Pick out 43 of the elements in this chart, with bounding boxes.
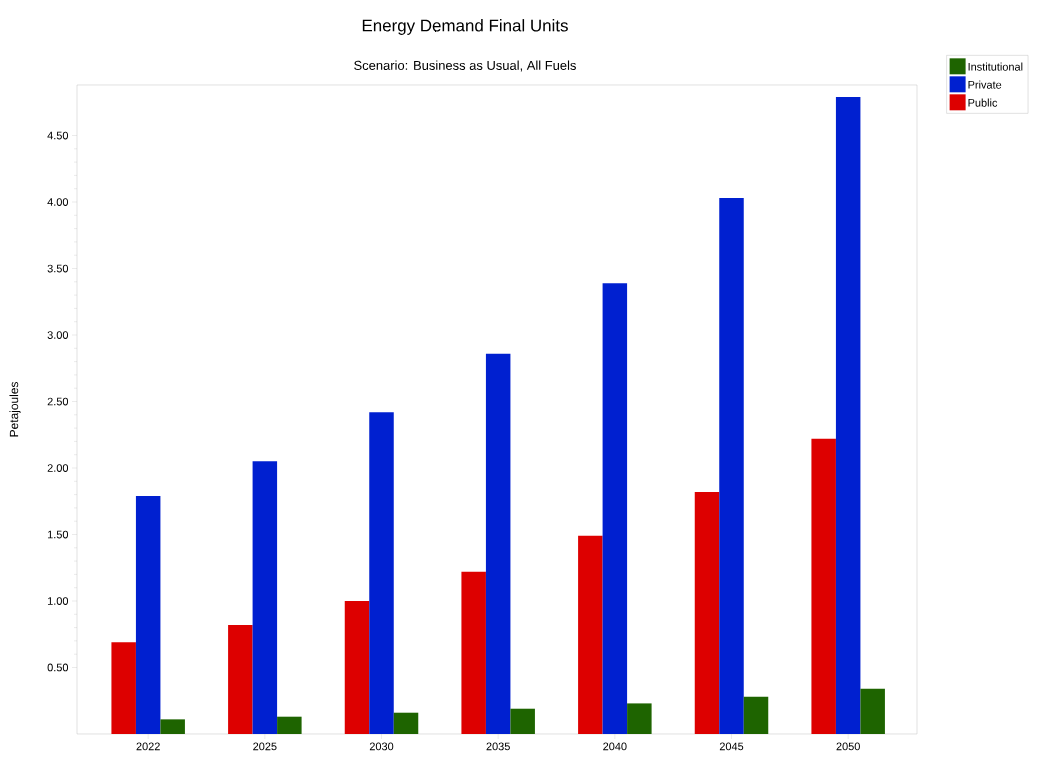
x-tick-label: 2025 xyxy=(253,742,277,751)
bar xyxy=(485,353,511,734)
legend-label: Private xyxy=(968,80,1002,89)
x-tick-label: 2045 xyxy=(719,742,744,751)
x-tick-label: 2035 xyxy=(486,742,510,751)
bar xyxy=(160,719,185,734)
y-tick-label: 1.50 xyxy=(47,530,69,539)
bar xyxy=(627,703,652,734)
bar xyxy=(578,535,603,734)
chart-title: Energy Demand Final Units xyxy=(362,19,568,35)
y-tick-label: 3.00 xyxy=(47,331,69,339)
x-tick-label: 2022 xyxy=(136,742,160,751)
bar xyxy=(228,624,253,734)
bar xyxy=(811,438,836,734)
bar xyxy=(344,600,370,734)
y-tick-label: 2.50 xyxy=(47,397,69,406)
y-tick-label: 4.50 xyxy=(47,131,69,140)
chart-subtitle: Scenario: Business as Usual, All Fuels xyxy=(354,60,576,72)
bar xyxy=(393,712,419,734)
bar xyxy=(277,716,302,734)
y-tick-label: 2.00 xyxy=(47,464,69,472)
y-tick-label: 0.50 xyxy=(47,663,69,672)
bar xyxy=(743,696,769,734)
bar xyxy=(860,688,885,734)
bar xyxy=(694,491,720,734)
bar xyxy=(252,461,278,734)
legend-label: Public xyxy=(968,98,998,107)
x-tick-label: 2030 xyxy=(369,742,394,751)
bar xyxy=(369,412,394,734)
x-tick-label: 2040 xyxy=(603,742,627,751)
bar xyxy=(510,708,535,734)
y-tick-label: 4.00 xyxy=(47,198,69,206)
x-tick-label: 2050 xyxy=(836,742,860,751)
legend-label: Institutional xyxy=(968,62,1023,71)
bar xyxy=(719,198,744,734)
bar xyxy=(461,571,486,734)
bar xyxy=(835,96,861,734)
y-tick-label: 1.00 xyxy=(47,597,69,605)
y-axis-title: Petajoules xyxy=(9,382,21,437)
y-tick-label: 3.50 xyxy=(47,264,69,273)
bar xyxy=(135,495,161,734)
bar xyxy=(602,283,628,734)
bar xyxy=(111,642,136,734)
